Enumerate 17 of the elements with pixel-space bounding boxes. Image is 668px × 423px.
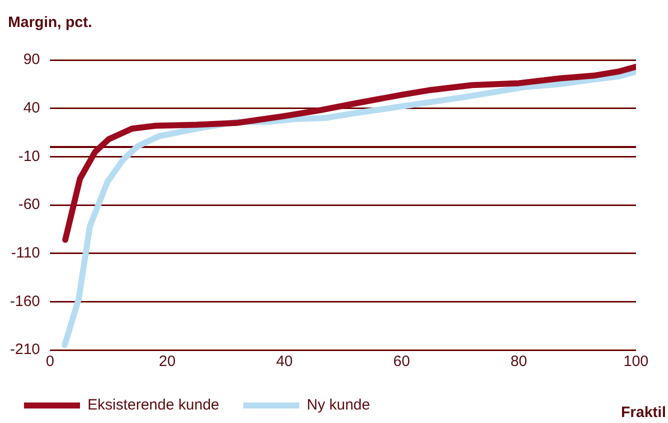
- x-tick-label: 80: [510, 353, 528, 370]
- y-axis-title: Margin, pct.: [8, 14, 92, 31]
- x-tick-label: 20: [158, 353, 176, 370]
- legend-label: Ny kunde: [306, 396, 370, 414]
- y-tick-label: -210: [10, 341, 40, 358]
- y-tick-label: -10: [18, 148, 40, 165]
- x-tick-label: 60: [393, 353, 410, 370]
- y-tick-label: -110: [11, 244, 40, 262]
- x-axis-title: Fraktil: [620, 404, 666, 421]
- x-tick-label: 0: [46, 353, 54, 370]
- y-tick-label: 40: [23, 99, 40, 116]
- x-tick-label: 40: [276, 353, 293, 370]
- y-tick-label: -160: [10, 292, 40, 310]
- y-tick-label: 90: [23, 51, 40, 68]
- x-tick-label: 100: [623, 353, 649, 370]
- legend-label: Eksisterende kunde: [88, 396, 220, 414]
- y-tick-label: -60: [18, 196, 40, 214]
